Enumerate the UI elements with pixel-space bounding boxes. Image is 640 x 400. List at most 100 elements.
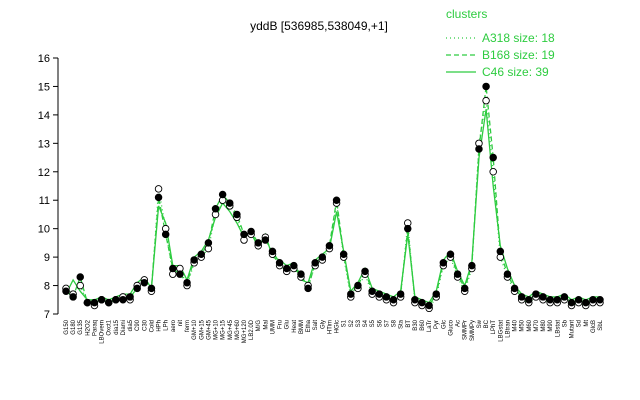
data-point	[247, 227, 255, 236]
x-tick-label: M80	[541, 319, 547, 331]
data-point	[112, 296, 120, 304]
series-lines	[65, 86, 600, 310]
data-point	[532, 290, 540, 298]
x-tick-label: LBstat	[555, 320, 561, 337]
data-point	[453, 270, 462, 278]
chart-title: yddB [536985,538049,+1]	[250, 19, 388, 33]
data-point	[496, 247, 505, 256]
data-point	[411, 296, 419, 304]
data-point	[147, 284, 156, 293]
data-point	[553, 296, 562, 304]
x-tick-label: aero	[171, 319, 177, 332]
data-point	[154, 193, 163, 202]
data-point	[439, 259, 448, 267]
x-tick-label: M70	[534, 319, 540, 331]
data-point	[254, 239, 262, 247]
data-point	[282, 264, 291, 273]
x-tick-label: M50	[520, 319, 526, 331]
data-point	[90, 298, 99, 307]
data-point	[546, 296, 554, 304]
data-point	[140, 278, 149, 287]
data-point	[183, 278, 191, 287]
data-point	[190, 256, 198, 264]
x-tick-label: S5	[370, 319, 376, 327]
x-tick-label: BMM	[299, 320, 305, 334]
data-point	[133, 284, 141, 293]
data-point	[169, 264, 177, 273]
y-tick-label: 16	[38, 53, 50, 65]
x-tick-label: Salt	[313, 320, 319, 331]
data-point	[510, 284, 519, 293]
x-tick-label: BT	[406, 320, 412, 328]
data-point	[339, 250, 348, 259]
x-tick-label: SbL	[598, 319, 604, 330]
data-point	[347, 290, 355, 298]
x-tick-label: MG+60	[235, 319, 241, 340]
data-point	[161, 230, 170, 239]
x-tick-label: MG+45	[228, 319, 234, 340]
data-point	[446, 250, 455, 259]
data-point	[176, 270, 184, 278]
x-tick-label: B60	[420, 319, 426, 330]
data-point	[204, 239, 213, 247]
y-tick-label: 7	[44, 309, 50, 321]
data-point	[119, 296, 127, 304]
data-point	[425, 301, 433, 310]
data-point	[368, 287, 376, 295]
legend-label: B168 size: 19	[482, 48, 555, 62]
data-point	[76, 273, 84, 281]
x-tick-label: S4	[363, 319, 369, 327]
data-point	[489, 153, 497, 162]
data-point	[574, 296, 583, 304]
data-point	[382, 293, 391, 301]
x-tick-label: dia5	[128, 319, 134, 331]
legend-label: A318 size: 18	[482, 31, 555, 45]
data-point	[275, 259, 284, 267]
x-tick-label: S2	[349, 319, 355, 327]
data-point	[304, 284, 312, 293]
x-tick-label: LBtran	[505, 320, 511, 338]
x-tick-label: M60	[527, 319, 533, 331]
x-tick-label: M90	[548, 319, 554, 331]
x-labels: G150 G180 G135 H2O2 Paraq LBOvern Oxct1 dia15 Di…	[64, 319, 604, 343]
data-point	[354, 281, 362, 290]
y-tick-label: 11	[39, 195, 50, 207]
x-tick-label: LPh	[164, 320, 170, 331]
x-tick-label: SMMPy	[470, 320, 476, 341]
x-tick-label: S6	[377, 319, 383, 327]
x-tick-label: nit	[178, 320, 184, 327]
data-point	[233, 210, 241, 219]
data-point	[240, 230, 248, 239]
series-line	[65, 86, 600, 307]
data-point	[218, 190, 227, 199]
x-tick-label: SMMPr	[463, 320, 469, 340]
x-tick-label: LB2.0D	[249, 319, 255, 340]
data-point	[311, 259, 319, 267]
x-tick-label: Sd	[577, 320, 583, 327]
x-tick-label: Fru	[278, 320, 284, 329]
x-tick-label: HTim	[327, 320, 333, 334]
data-point	[297, 270, 305, 278]
data-point	[325, 241, 334, 250]
x-tick-label: G150	[64, 319, 70, 334]
x-tick-label: Sta	[399, 319, 405, 329]
data-point	[62, 287, 70, 295]
series-line	[65, 109, 600, 304]
data-point	[396, 290, 405, 298]
data-point	[104, 298, 113, 307]
data-point	[197, 250, 206, 259]
x-tick-label: GM+15	[199, 319, 205, 340]
data-point	[567, 298, 576, 307]
x-tick-label: LBOvern	[100, 320, 106, 344]
data-point	[460, 284, 469, 293]
x-tick-label: C90	[135, 319, 141, 331]
data-point	[211, 205, 220, 213]
data-point	[432, 290, 440, 298]
x-tick-label: S7	[384, 319, 390, 327]
x-tick-label: HGlc	[335, 320, 341, 333]
data-point	[489, 168, 497, 176]
x-tick-label: Heat	[292, 320, 298, 333]
legend-label: C46 size: 39	[482, 65, 549, 79]
data-point	[154, 185, 163, 193]
